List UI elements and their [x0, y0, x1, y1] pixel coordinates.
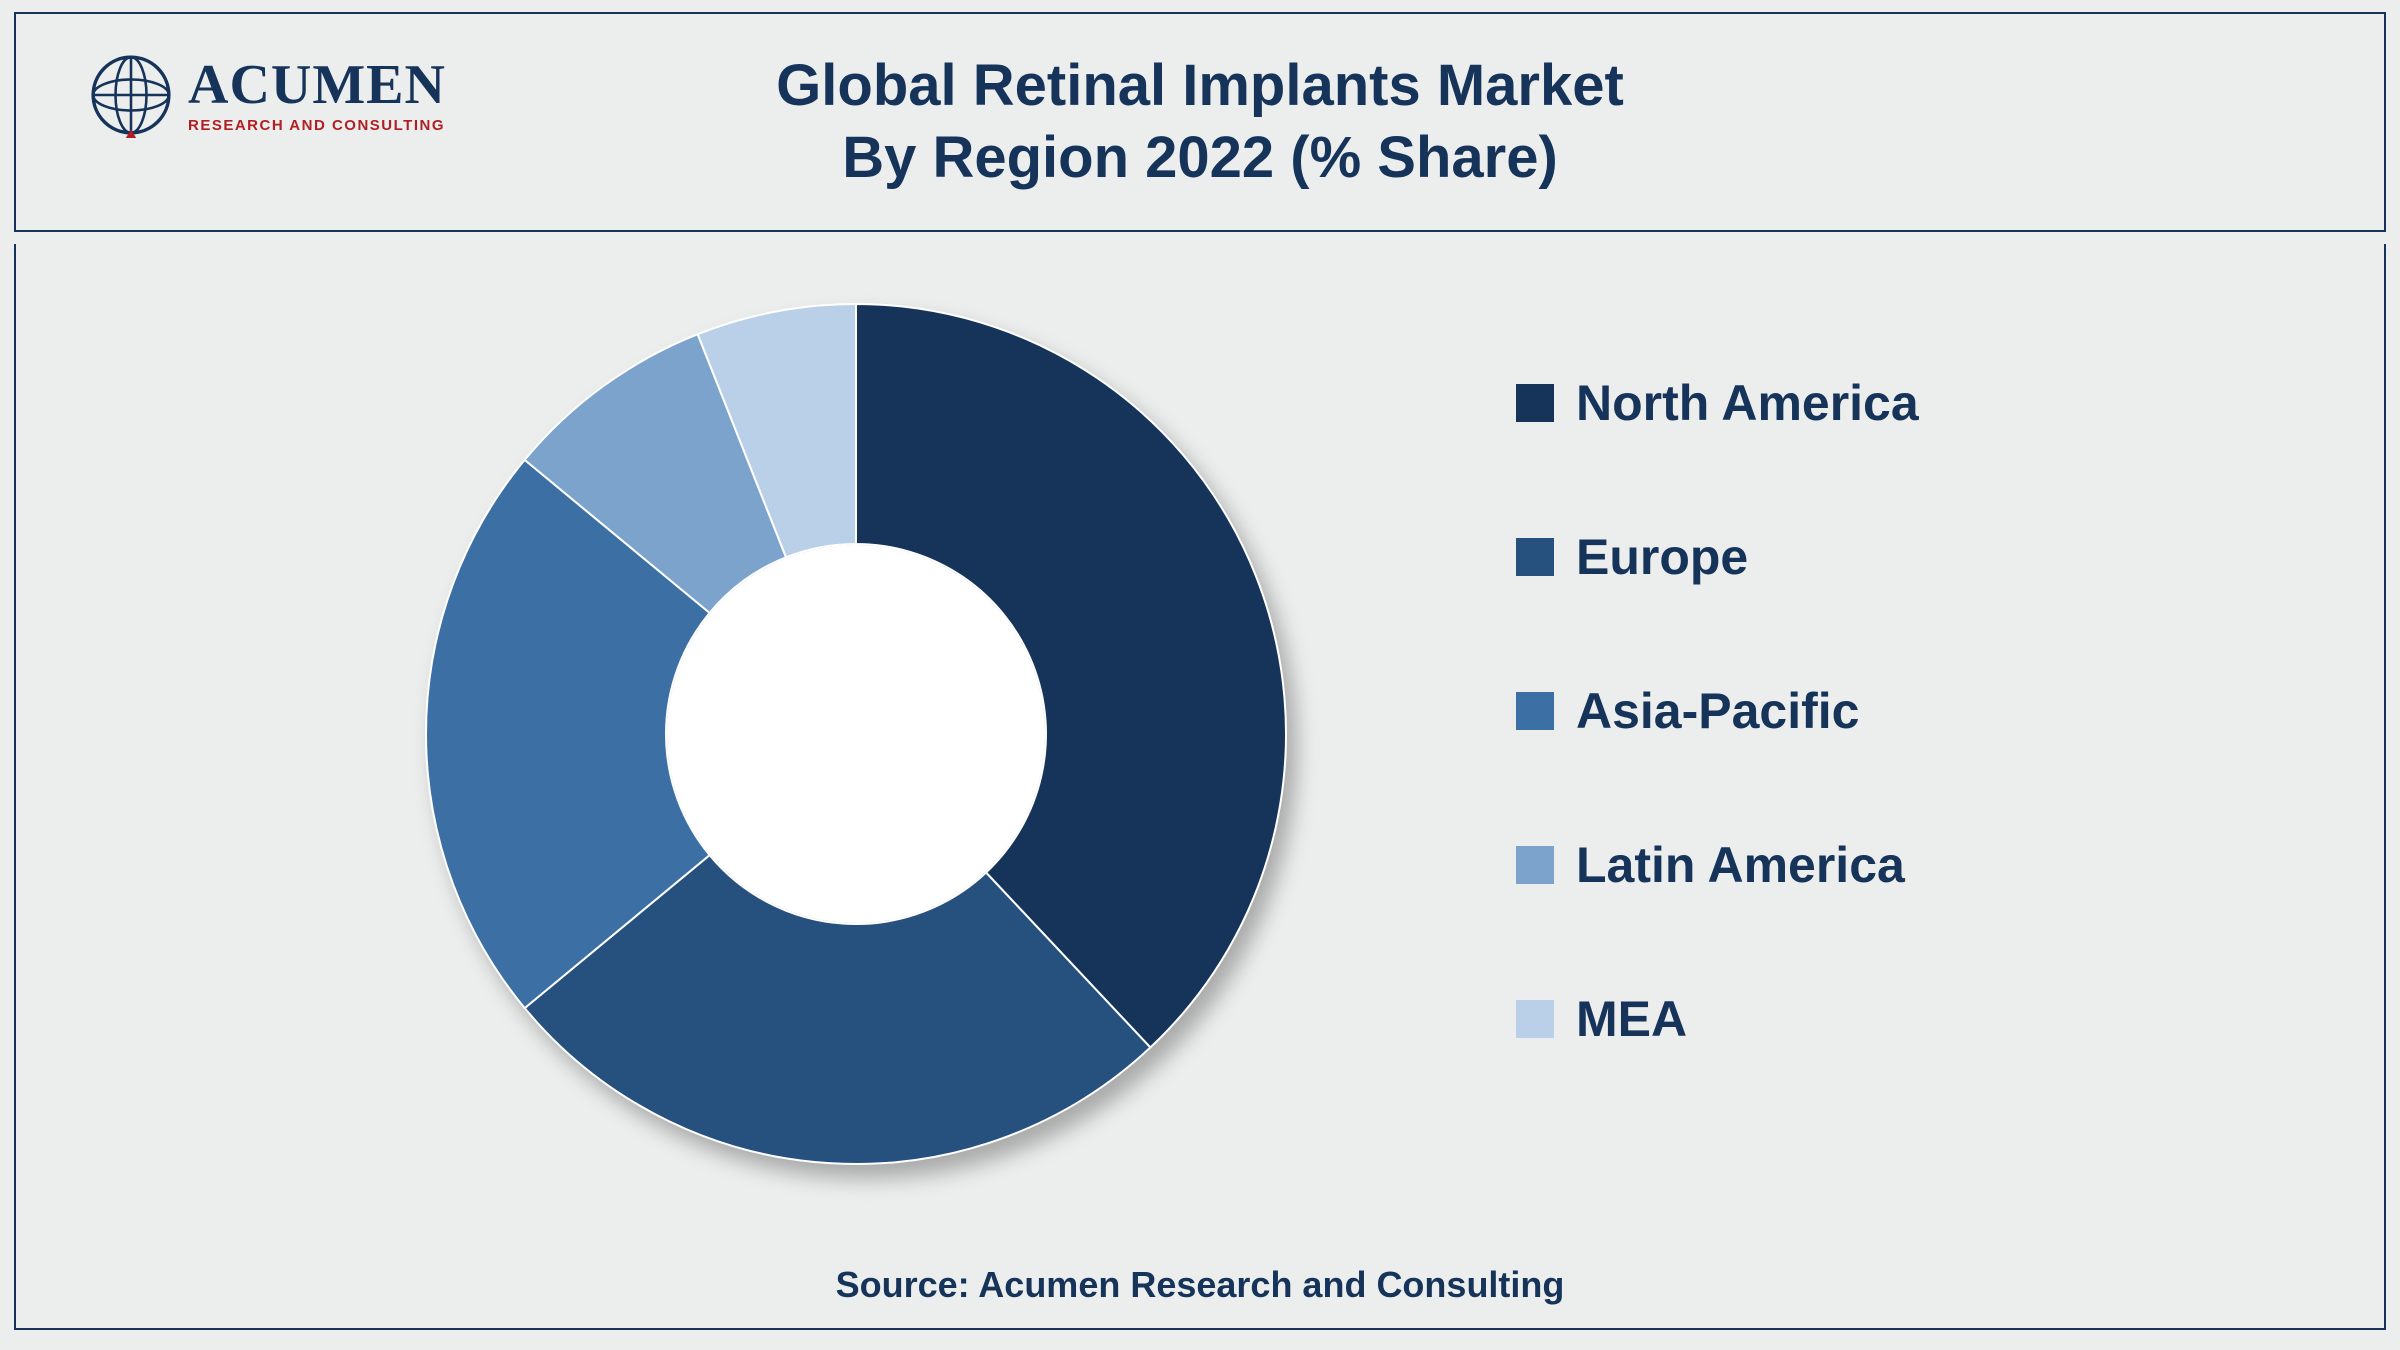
header-panel: ACUMEN RESEARCH AND CONSULTING Global Re…: [14, 12, 2386, 232]
legend-swatch: [1516, 1000, 1554, 1038]
legend-swatch: [1516, 384, 1554, 422]
legend-label: Asia-Pacific: [1576, 682, 1859, 740]
logo-name: ACUMEN: [188, 57, 446, 113]
title-line-2: By Region 2022 (% Share): [276, 122, 2124, 195]
donut-chart: [406, 284, 1306, 1184]
legend-item: Latin America: [1516, 836, 1919, 894]
legend-label: Europe: [1576, 528, 1748, 586]
legend-label: North America: [1576, 374, 1919, 432]
legend-item: Asia-Pacific: [1516, 682, 1919, 740]
brand-logo: ACUMEN RESEARCH AND CONSULTING: [88, 52, 446, 138]
legend-swatch: [1516, 692, 1554, 730]
legend-label: MEA: [1576, 990, 1687, 1048]
legend-item: North America: [1516, 374, 1919, 432]
legend-swatch: [1516, 538, 1554, 576]
logo-text: ACUMEN RESEARCH AND CONSULTING: [188, 57, 446, 134]
legend-label: Latin America: [1576, 836, 1905, 894]
legend-item: MEA: [1516, 990, 1919, 1048]
title-line-1: Global Retinal Implants Market: [276, 50, 2124, 123]
globe-icon: [88, 52, 174, 138]
chart-panel: North America Europe Asia-Pacific Latin Ame…: [14, 244, 2386, 1330]
legend-swatch: [1516, 846, 1554, 884]
legend: North America Europe Asia-Pacific Latin Ame…: [1516, 374, 1919, 1048]
donut-center: [667, 545, 1045, 923]
source-text: Source: Acumen Research and Consulting: [16, 1264, 2384, 1306]
logo-tagline: RESEARCH AND CONSULTING: [188, 117, 446, 134]
legend-item: Europe: [1516, 528, 1919, 586]
